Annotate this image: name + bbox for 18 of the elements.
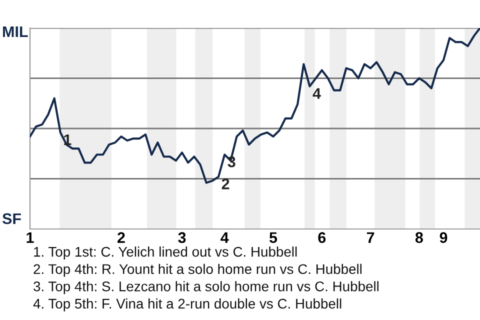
x-tick-label: 4 [220,232,229,243]
text: SF [2,213,21,224]
x-tick-label: 8 [415,232,423,243]
x-tick-label: 5 [269,232,278,243]
x-tick-label: 1 [26,232,34,243]
text: MIL [3,26,28,37]
x-tick-label: 9 [440,232,448,243]
x-tick-label: 7 [366,232,374,243]
annotation: 4 [312,88,321,99]
text: 3. Top 4th: S. Lezcano hit a solo home run vs C. Hubbell [34,281,378,294]
annotation: 2 [222,178,230,190]
text: 2. Top 4th: R. Yount hit a solo home run vs C. Hubbell [34,264,362,277]
x-tick-label: 2 [118,232,125,243]
text: 1. Top 1st: C. Yelich lined out vs C. Hubbell [34,246,297,260]
x-tick-label: 3 [178,232,186,244]
annotation: 3 [228,156,236,168]
x-tick-label: 6 [318,232,326,243]
text: 4. Top 5th: F. Vina hit a 2-run double vs C. Hubbell [33,298,342,312]
